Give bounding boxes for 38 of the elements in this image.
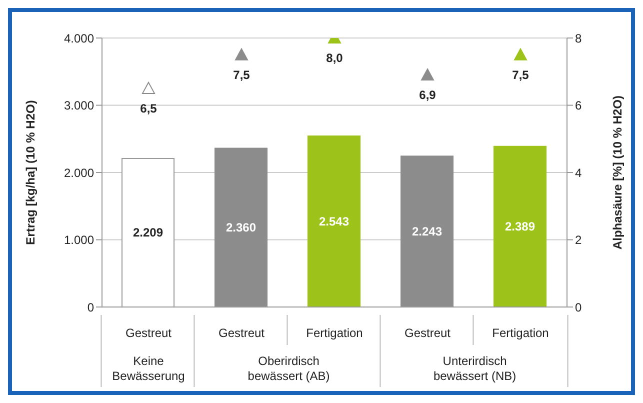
point (421, 68, 434, 80)
y-tick-label: 0 (87, 300, 94, 314)
y-tick-label: 2.000 (64, 166, 94, 180)
y2-tick-label: 8 (575, 31, 582, 46)
y2-tick-label: 2 (575, 233, 582, 248)
text: Keine Bewässerung (112, 354, 185, 383)
y-tick-label: 1.000 (64, 233, 94, 248)
data-label: 2.543 (319, 214, 350, 228)
y-axis-title: Ertrag [kg/ha] (10 % H2O) (23, 100, 38, 245)
data-label: 2.243 (412, 224, 442, 239)
data-label: 7,5 (512, 68, 530, 82)
x-tick-label: Fertigation (492, 326, 549, 340)
point (142, 82, 155, 94)
point (514, 48, 527, 60)
y-tick-label: 4.000 (64, 31, 94, 46)
bar (494, 146, 547, 307)
bar (308, 135, 361, 307)
bar (214, 148, 268, 307)
x-tick-label: Gestreut (218, 326, 266, 340)
text: Oberirdisch bewässert (AB) (248, 354, 330, 383)
y2-axis-title: Alphasäure [%] (10 % H2O) (610, 95, 624, 250)
y-tick-label: 3.000 (64, 98, 94, 113)
data-label: 2.389 (505, 220, 536, 234)
x-tick-label: Fertigation (306, 326, 363, 340)
x-tick-label: Gestreut (404, 326, 452, 340)
data-label: 8,0 (326, 51, 344, 65)
bar (400, 156, 454, 307)
data-label: 2.209 (133, 226, 164, 240)
y2-tick-label: 4 (575, 166, 582, 180)
text: Unterirdisch bewässert (NB) (433, 354, 516, 383)
y2-tick-label: 0 (575, 300, 582, 314)
data-label: 7,5 (233, 68, 250, 82)
x-tick-label: Gestreut (125, 326, 172, 340)
y2-tick-label: 6 (575, 98, 582, 113)
point (235, 48, 248, 60)
data-label: 6,5 (140, 101, 158, 116)
data-label: 2.360 (226, 220, 256, 235)
data-label: 6,9 (419, 88, 436, 102)
